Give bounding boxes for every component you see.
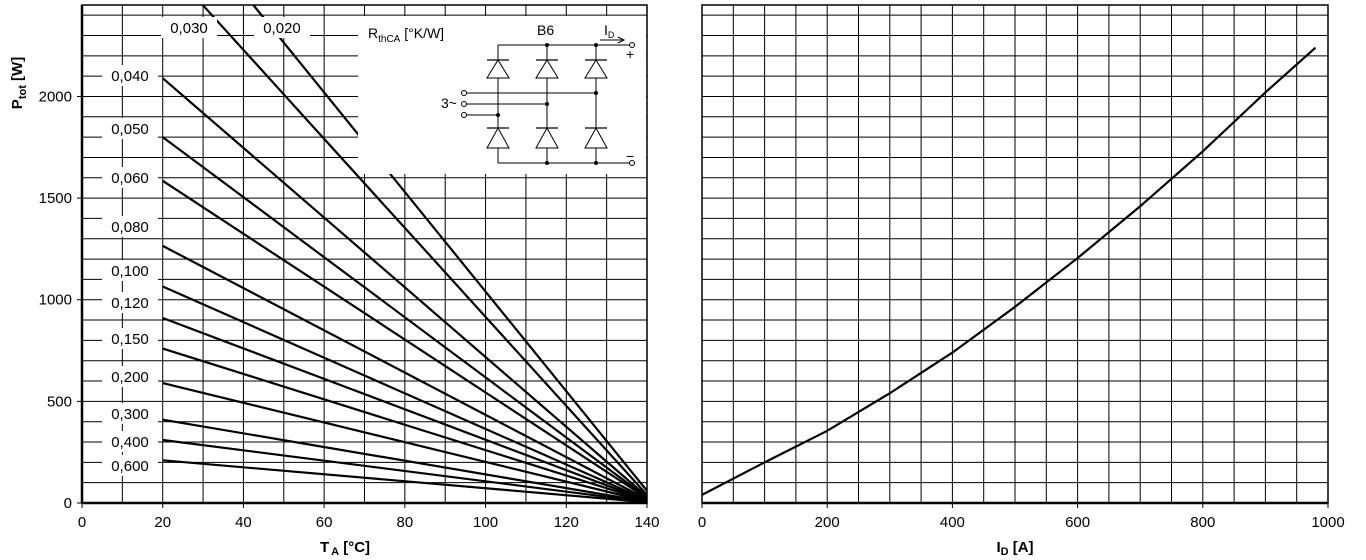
legend-title: RthCA [°K/W] [368, 25, 444, 45]
x-tick-label: 60 [316, 514, 333, 531]
series-line-rthca-0400 [162, 438, 647, 503]
x-tick-label: 800 [1190, 514, 1215, 531]
diode-icon [535, 59, 559, 79]
diode-icon [486, 126, 510, 149]
circuit-inset: RthCA [°K/W] B6 ID + − 3~ [358, 16, 646, 174]
curve-label-background [102, 65, 158, 86]
curve-label-0300: 0,300 [111, 406, 149, 423]
diodes [486, 59, 608, 149]
left-axes: 0 20 40 60 80 100 120 140 0 500 1000 1500 2000 [39, 4, 660, 531]
left-curve-labels: 0,020 0,030 0,040 0,050 0,060 0,080 0,100 0,120… [102, 17, 310, 476]
curve-label-background [102, 167, 158, 188]
right-axes: 0 200 400 600 800 1000 [698, 4, 1345, 531]
curve-label-background [254, 17, 310, 38]
curve-label-0150: 0,150 [111, 331, 149, 348]
curve-label-0100: 0,100 [111, 263, 149, 280]
curve-label-background [102, 328, 158, 349]
series-line-rthca-0060 [162, 179, 647, 500]
series-line-rthca-0020 [251, 5, 647, 492]
curve-label-background [161, 17, 217, 38]
left-y-axis-title: Ptot [W] [9, 57, 29, 109]
y-tick-label: 500 [47, 393, 72, 410]
curve-label-background [102, 403, 158, 424]
series-line-rthca-0080 [162, 244, 647, 501]
x-tick-label: 0 [698, 514, 706, 531]
x-tick-label: 400 [940, 514, 965, 531]
series-line-rthca-0600 [162, 459, 647, 503]
diode-icon [486, 59, 510, 79]
minus-terminal: − [626, 148, 634, 164]
curve-label-background [102, 260, 158, 281]
curve-label-0600: 0,600 [111, 458, 149, 475]
curve-label-0060: 0,060 [111, 170, 149, 187]
curve-label-background [102, 455, 158, 476]
terminals [461, 42, 635, 166]
x-tick-label: 140 [634, 514, 659, 531]
curve-label-0050: 0,050 [111, 121, 149, 138]
series-line-power-vs-current [701, 46, 1317, 496]
y-tick-label: 2000 [39, 88, 72, 105]
x-tick-label: 80 [397, 514, 414, 531]
series-line-rthca-0200 [162, 382, 647, 503]
series-line-rthca-0120 [162, 316, 647, 502]
series-line-rthca-0050 [162, 136, 647, 499]
curve-label-0200: 0,200 [111, 369, 149, 386]
series-line-rthca-0040 [161, 77, 647, 498]
y-tick-label: 0 [64, 495, 72, 512]
curve-label-0080: 0,080 [111, 219, 149, 236]
arrow-head-icon [617, 36, 626, 44]
x-tick-label: 1000 [1311, 514, 1344, 531]
diode-icon [535, 126, 559, 149]
plus-terminal: + [626, 46, 634, 62]
curve-label-0040: 0,040 [111, 68, 149, 85]
right-x-axis-title: ID [A] [996, 539, 1033, 558]
junctions [496, 43, 598, 165]
right-chart: 0 200 400 600 800 1000 [698, 4, 1345, 531]
right-grid [701, 5, 1329, 504]
current-label: ID [604, 22, 615, 40]
series-line-rthca-0300 [162, 418, 647, 503]
x-tick-label: 600 [1065, 514, 1090, 531]
series-line-rthca-0150 [162, 347, 647, 503]
left-series [161, 5, 647, 503]
curve-label-0030: 0,030 [170, 20, 208, 37]
right-series [701, 46, 1317, 496]
x-tick-label: 0 [78, 514, 86, 531]
curve-label-background [102, 366, 158, 387]
series-line-rthca-0030 [201, 5, 647, 496]
x-tick-label: 200 [815, 514, 840, 531]
x-tick-label: 100 [473, 514, 498, 531]
x-tick-label: 20 [154, 514, 171, 531]
series-line-rthca-0100 [162, 285, 647, 502]
diode-icon [584, 59, 608, 79]
left-chart: 0,020 0,030 0,040 0,050 0,060 0,080 0,100 0,120… [39, 4, 660, 531]
diode-icon [584, 126, 608, 149]
curve-label-background [102, 118, 158, 139]
x-tick-label: 120 [554, 514, 579, 531]
ac-input-label: 3~ [441, 95, 457, 111]
curve-label-0120: 0,120 [111, 295, 149, 312]
x-tick-label: 40 [235, 514, 252, 531]
curve-label-background [102, 431, 158, 452]
curve-label-background [102, 216, 158, 237]
curve-label-background [102, 292, 158, 313]
circuit-label: B6 [537, 22, 554, 38]
y-tick-label: 1000 [39, 292, 72, 309]
curve-label-0400: 0,400 [111, 434, 149, 451]
curve-label-0020: 0,020 [263, 20, 301, 37]
y-tick-label: 1500 [39, 190, 72, 207]
